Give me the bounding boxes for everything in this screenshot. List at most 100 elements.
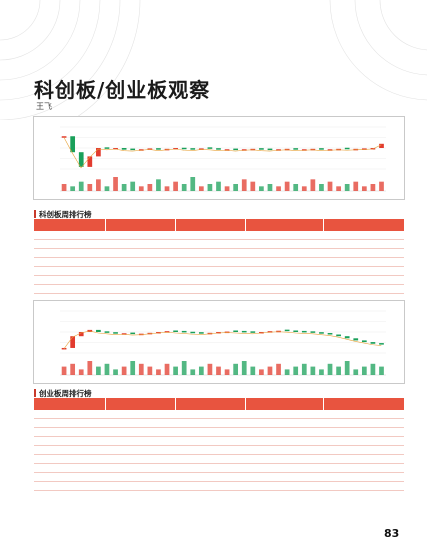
- table-cell: [33, 427, 64, 437]
- table-cell: [225, 231, 246, 240]
- table-cell: [363, 248, 388, 258]
- table-cell: [175, 463, 204, 473]
- chart-canvas: [60, 310, 386, 376]
- table-cell: [175, 266, 204, 276]
- table-cell: [309, 436, 324, 446]
- table-cell: [175, 248, 204, 258]
- table-cell: [387, 231, 404, 240]
- table-cell: [33, 472, 64, 482]
- price-candle: [379, 343, 384, 345]
- table-cell: [203, 436, 226, 446]
- volume-bar: [78, 181, 84, 191]
- table-cell: [85, 231, 106, 240]
- volume-bar: [310, 366, 316, 375]
- table-cell: [245, 275, 286, 285]
- page-title: 科创板/创业板观察: [34, 78, 211, 102]
- price-candle: [104, 331, 110, 333]
- volume-bar: [327, 363, 333, 375]
- table-row: [33, 284, 404, 294]
- table-cell: [133, 248, 156, 258]
- table-cell: [309, 266, 324, 276]
- price-candle: [310, 331, 316, 333]
- table-cell: [105, 481, 134, 491]
- table-cell: [203, 481, 226, 491]
- table-cell: [63, 454, 86, 464]
- table-cell: [285, 481, 310, 491]
- table-cell: [133, 410, 156, 419]
- moving-average-line: [63, 330, 382, 350]
- table-cell: [175, 472, 204, 482]
- price-candle: [61, 136, 67, 138]
- price-candle: [190, 148, 196, 150]
- volume-bar: [207, 184, 213, 191]
- table-row: [33, 266, 404, 276]
- volume-bar: [78, 369, 84, 375]
- table-cell: [363, 418, 388, 428]
- table-cell: [203, 472, 226, 482]
- table-cell: [225, 427, 246, 437]
- volume-bar: [87, 361, 93, 375]
- table-cell: [175, 445, 204, 455]
- table-cell: [309, 418, 324, 428]
- table-cell: [33, 275, 64, 285]
- price-candle: [301, 330, 307, 333]
- table-cell: [85, 472, 106, 482]
- table-cell: [105, 472, 134, 482]
- table-cell: [225, 275, 246, 285]
- volume-bar: [319, 184, 324, 191]
- volume-bar: [224, 369, 230, 375]
- price-candle: [130, 332, 136, 335]
- volume-bar: [336, 366, 341, 375]
- table-cell: [63, 427, 86, 437]
- price-candle: [353, 338, 359, 341]
- table-cell: [285, 275, 310, 285]
- table-cell: [155, 418, 176, 428]
- table-cell: [105, 427, 134, 437]
- table-cell: [133, 284, 156, 294]
- table-cell: [323, 275, 364, 285]
- table-cell: [285, 436, 310, 446]
- table-cell: [245, 284, 286, 294]
- table-cell: [175, 481, 204, 491]
- table-cell: [285, 454, 310, 464]
- table-cell: [105, 248, 134, 258]
- table-cell: [285, 427, 310, 437]
- table-cell: [105, 231, 134, 240]
- table-cell: [105, 239, 134, 249]
- table-row: [33, 472, 404, 482]
- price-candle: [156, 148, 161, 150]
- volume-bar: [293, 184, 299, 191]
- table-cell: [155, 410, 176, 419]
- table-cell: [225, 239, 246, 249]
- table-cell: [387, 275, 404, 285]
- table-cell: [323, 266, 364, 276]
- table-cell: [155, 463, 176, 473]
- price-candle: [336, 334, 341, 337]
- table-cell: [225, 410, 246, 419]
- volume-bar: [198, 186, 204, 191]
- table-cell: [363, 275, 388, 285]
- table-cell: [175, 427, 204, 437]
- table-header-cell: [105, 219, 176, 231]
- table-cell: [225, 266, 246, 276]
- table-cell: [203, 257, 226, 267]
- volume-bar: [104, 186, 110, 191]
- table-cell: [225, 436, 246, 446]
- volume-bar: [233, 363, 239, 375]
- volume-bar: [353, 181, 359, 191]
- volume-bar: [344, 184, 350, 191]
- table-cell: [175, 410, 204, 419]
- table-cell: [363, 454, 388, 464]
- table-cell: [33, 248, 64, 258]
- table-row: [33, 257, 404, 267]
- table-cell: [155, 436, 176, 446]
- volume-bar: [113, 369, 118, 375]
- table-cell: [133, 436, 156, 446]
- table-header-cell: [175, 219, 246, 231]
- table-cell: [133, 275, 156, 285]
- price-candle: [344, 147, 350, 150]
- table-row: [33, 239, 404, 249]
- author: 王飞: [36, 102, 52, 111]
- table-cell: [363, 436, 388, 446]
- star-market-index-chart: [33, 116, 405, 200]
